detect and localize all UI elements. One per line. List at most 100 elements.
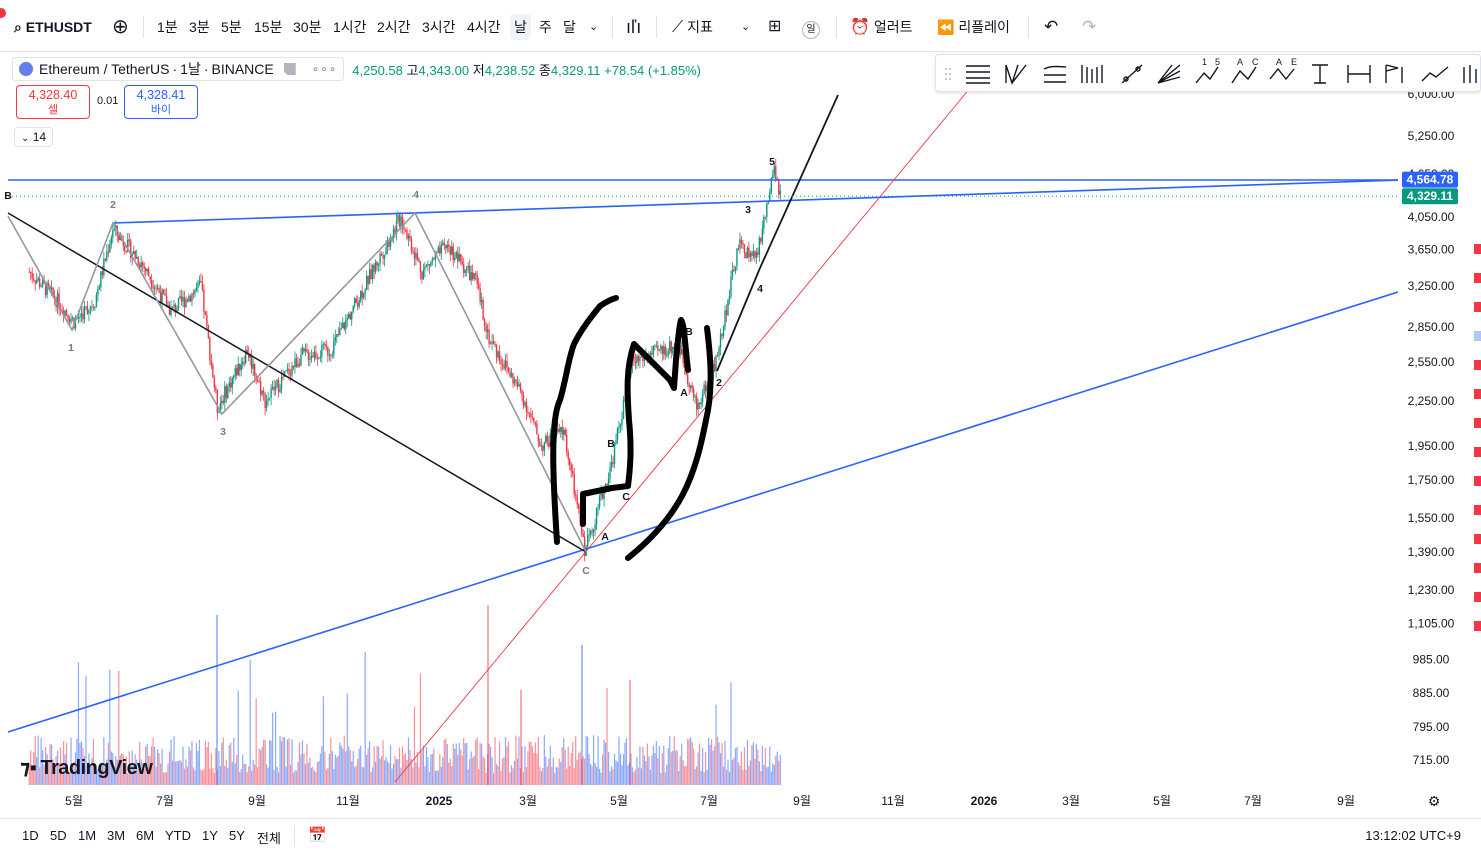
- interval-day[interactable]: 날: [510, 14, 531, 40]
- downtrend-line[interactable]: [7, 212, 587, 553]
- range-1m[interactable]: 1M: [78, 828, 97, 843]
- interval-4h[interactable]: 4시간: [467, 19, 501, 35]
- interval-3h[interactable]: 3시간: [422, 19, 456, 35]
- bars-tool-icon[interactable]: [1463, 65, 1477, 83]
- gann-fan-tool-icon[interactable]: [1081, 65, 1103, 83]
- price-tick-label: 795.00: [1413, 720, 1450, 734]
- alert-marker: [1474, 418, 1481, 428]
- candle-body: [250, 354, 253, 369]
- brush-stroke-left[interactable]: [550, 295, 619, 545]
- volume-bar: [230, 742, 232, 785]
- impulse-projection-line[interactable]: [759, 94, 839, 269]
- trend-line-tool-icon[interactable]: [1121, 64, 1143, 84]
- elliott-triangle-tool-icon[interactable]: [1269, 67, 1295, 81]
- indicator-collapse-toggle[interactable]: ⌄ 14: [14, 127, 54, 147]
- volume-bar: [315, 772, 317, 785]
- chevron-down-icon[interactable]: ⌄: [589, 21, 599, 33]
- upper-trendline[interactable]: [112, 179, 1401, 224]
- volume-bar: [630, 753, 632, 785]
- range-6m[interactable]: 6M: [136, 828, 155, 843]
- volume-bar: [637, 767, 640, 785]
- candle-type-icon[interactable]: ıľı: [626, 17, 642, 37]
- redo-icon[interactable]: ↷: [1082, 17, 1097, 36]
- interval-5m[interactable]: 5분: [221, 19, 242, 35]
- ethereum-icon: [19, 62, 33, 76]
- candle-body: [655, 345, 658, 347]
- drawing-tools: 1 5 A C A E: [945, 57, 1477, 86]
- candle-body: [452, 246, 454, 261]
- separator: ·: [203, 61, 209, 77]
- candle-body: [103, 258, 105, 276]
- range-tool-icon[interactable]: [1347, 65, 1371, 83]
- range-5y[interactable]: 5Y: [229, 828, 245, 843]
- candle-body: [721, 333, 723, 337]
- anchor-tool-icon[interactable]: [1312, 64, 1328, 84]
- pitchfork-tool-icon[interactable]: [1005, 64, 1027, 86]
- red-trendline[interactable]: [394, 69, 986, 783]
- range-5d[interactable]: 5D: [50, 828, 67, 843]
- volume-bar: [604, 742, 607, 785]
- user-drawings[interactable]: [7, 69, 1401, 783]
- volume-bar: [464, 743, 466, 785]
- interval-3m[interactable]: 3분: [189, 19, 210, 35]
- volume-bar: [575, 735, 577, 785]
- symbol-info-box[interactable]: Ethereum / TetherUS · 1날 · BINANCE ∘∘∘: [12, 57, 345, 81]
- candle-body: [80, 313, 83, 317]
- volume-bar: [748, 765, 750, 785]
- range-1d[interactable]: 1D: [22, 828, 39, 843]
- range-1y[interactable]: 1Y: [202, 828, 218, 843]
- more-dots-icon[interactable]: ∘∘∘: [311, 62, 338, 76]
- buy-button[interactable]: 4,328.41 바이: [124, 85, 198, 119]
- volume-bar: [171, 760, 174, 785]
- volume-bar: [522, 772, 525, 785]
- interval-1m[interactable]: 1분: [157, 19, 178, 35]
- price-axis[interactable]: [1398, 52, 1481, 795]
- layout-grid-icon[interactable]: ⊞: [768, 18, 782, 35]
- date-range-icon[interactable]: 📅: [308, 827, 327, 844]
- interval-30m[interactable]: 30분: [293, 19, 322, 35]
- drag-handle-icon[interactable]: [945, 68, 951, 80]
- sell-button[interactable]: 4,328.40 셀: [16, 85, 90, 119]
- brush-stroke-middle[interactable]: [580, 317, 691, 527]
- replay-button[interactable]: ⏪ 리플레이: [937, 14, 1010, 40]
- elliott-zigzag-gray[interactable]: [7, 211, 587, 553]
- alert-button[interactable]: ⏰ 얼러트: [850, 14, 912, 40]
- impulse-line[interactable]: [716, 267, 761, 372]
- compare-plus-icon[interactable]: ⊕: [112, 16, 129, 38]
- flag-icon[interactable]: [283, 63, 296, 75]
- brush-stroke-right[interactable]: [625, 325, 714, 561]
- interval-month[interactable]: 달: [563, 19, 576, 35]
- candle-body: [67, 314, 69, 320]
- gear-icon[interactable]: ⚙: [1428, 793, 1441, 809]
- interval-2h[interactable]: 2시간: [377, 19, 411, 35]
- volume-bar: [563, 738, 565, 785]
- symbol-search[interactable]: ⌕ ETHUSDT: [14, 14, 92, 40]
- volume-bar: [707, 737, 710, 785]
- volume-bar: [578, 753, 580, 785]
- indicators-button[interactable]: ⟋ 지표: [672, 14, 713, 40]
- layout-badge[interactable]: 일: [802, 14, 820, 40]
- volume-bar: [391, 768, 393, 785]
- interval-15m[interactable]: 15분: [254, 19, 283, 35]
- flag-tool-icon[interactable]: [1385, 64, 1403, 83]
- candle-body: [173, 304, 175, 307]
- undo-icon[interactable]: ↶: [1044, 17, 1059, 36]
- interval-1h[interactable]: 1시간: [333, 19, 367, 35]
- horizontal-lines-tool-icon[interactable]: [966, 65, 990, 84]
- elliott-correction-tool-icon[interactable]: [1231, 66, 1257, 84]
- candle-body: [563, 429, 565, 435]
- interval-week[interactable]: 주: [539, 19, 552, 35]
- range-ytd[interactable]: YTD: [165, 828, 191, 843]
- elliott-impulse-tool-icon[interactable]: [1195, 66, 1219, 84]
- candle-body: [304, 349, 307, 352]
- candle-body: [383, 254, 386, 259]
- chevron-down-icon[interactable]: ⌄: [741, 21, 751, 33]
- fan-tool-icon[interactable]: [1157, 64, 1181, 84]
- range-3m[interactable]: 3M: [107, 828, 126, 843]
- fib-retracement-tool-icon[interactable]: [1043, 65, 1067, 83]
- path-tool-icon[interactable]: [1421, 66, 1449, 82]
- range-all[interactable]: 전체: [257, 831, 281, 846]
- lower-trendline[interactable]: [7, 291, 1399, 733]
- close-label: 종: [538, 62, 551, 78]
